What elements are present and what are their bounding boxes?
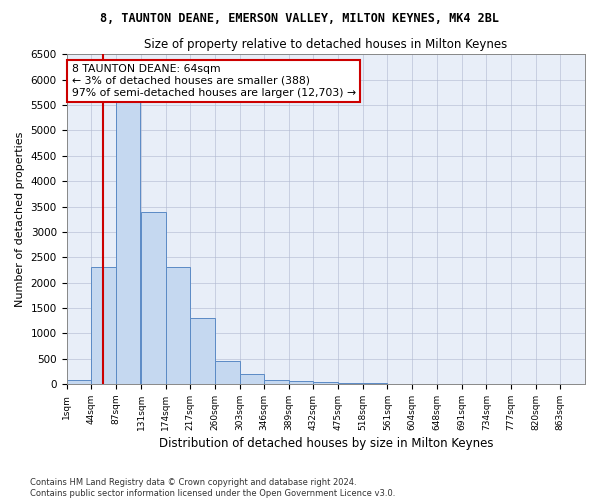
- Bar: [116, 90, 140, 384]
- Bar: [289, 381, 313, 384]
- Title: Size of property relative to detached houses in Milton Keynes: Size of property relative to detached ho…: [144, 38, 508, 51]
- Bar: [215, 360, 239, 384]
- Bar: [239, 374, 264, 384]
- Bar: [190, 318, 215, 384]
- Bar: [166, 268, 190, 384]
- Text: Contains HM Land Registry data © Crown copyright and database right 2024.
Contai: Contains HM Land Registry data © Crown c…: [30, 478, 395, 498]
- Bar: [141, 212, 166, 384]
- Bar: [264, 380, 289, 384]
- Text: 8 TAUNTON DEANE: 64sqm
← 3% of detached houses are smaller (388)
97% of semi-det: 8 TAUNTON DEANE: 64sqm ← 3% of detached …: [72, 64, 356, 98]
- Text: 8, TAUNTON DEANE, EMERSON VALLEY, MILTON KEYNES, MK4 2BL: 8, TAUNTON DEANE, EMERSON VALLEY, MILTON…: [101, 12, 499, 26]
- Bar: [313, 382, 338, 384]
- Bar: [67, 380, 91, 384]
- X-axis label: Distribution of detached houses by size in Milton Keynes: Distribution of detached houses by size …: [158, 437, 493, 450]
- Bar: [338, 383, 363, 384]
- Bar: [91, 268, 116, 384]
- Y-axis label: Number of detached properties: Number of detached properties: [15, 132, 25, 307]
